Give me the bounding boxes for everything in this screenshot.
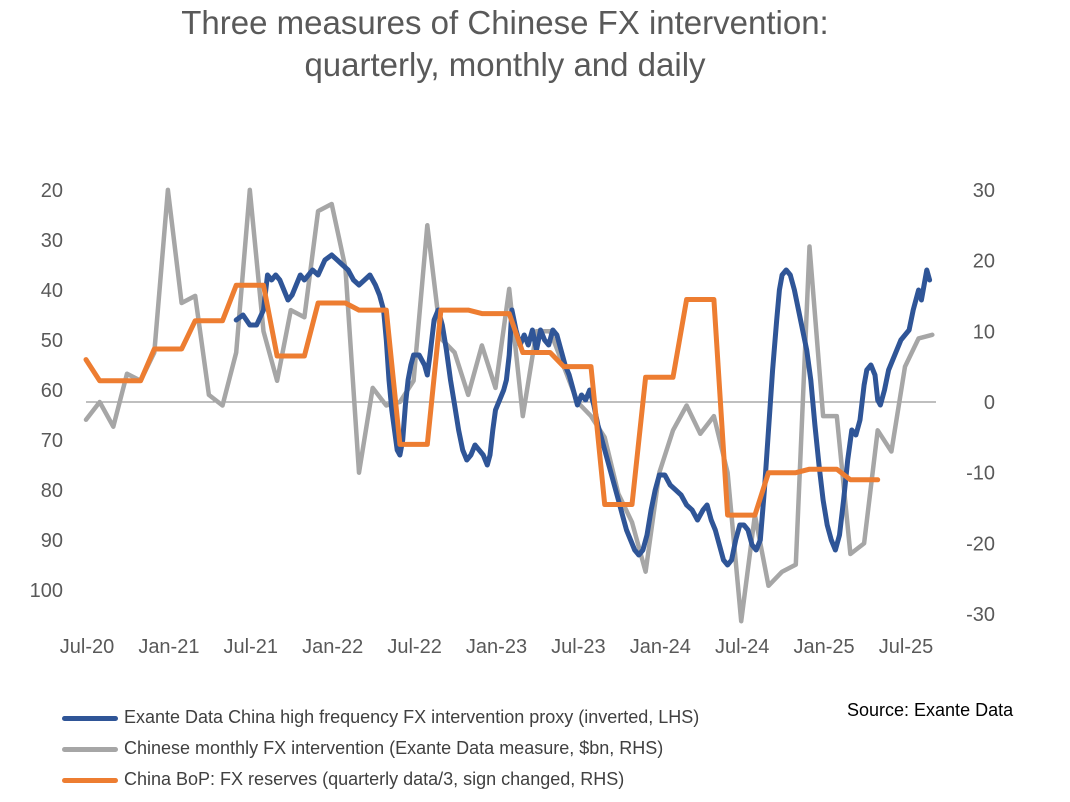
legend-item-monthly: Chinese monthly FX intervention (Exante … bbox=[62, 735, 699, 766]
series-line-hf-proxy bbox=[233, 252, 933, 568]
left-tick-label: 20 bbox=[41, 180, 63, 202]
x-tick-label: Jan-25 bbox=[794, 636, 855, 658]
legend-swatch-bop bbox=[62, 778, 118, 783]
legend-label-monthly: Chinese monthly FX intervention (Exante … bbox=[124, 738, 664, 758]
x-tick-label: Jul-25 bbox=[879, 636, 933, 658]
right-tick-label: -20 bbox=[966, 533, 995, 555]
right-tick-label: 10 bbox=[973, 321, 995, 343]
legend-label-bop: China BoP: FX reserves (quarterly data/3… bbox=[124, 769, 625, 789]
right-tick-label: 0 bbox=[984, 392, 995, 414]
right-tick-label: -30 bbox=[966, 604, 995, 626]
series-line-bop bbox=[83, 282, 881, 518]
chart-legend: Exante Data China high frequency FX inte… bbox=[62, 704, 699, 797]
left-tick-label: 100 bbox=[30, 580, 63, 602]
x-tick-label: Jul-22 bbox=[387, 636, 441, 658]
chart-title-line-1: Three measures of Chinese FX interventio… bbox=[181, 4, 829, 41]
x-tick-label: Jan-22 bbox=[302, 636, 363, 658]
left-tick-label: 60 bbox=[41, 380, 63, 402]
left-tick-label: 90 bbox=[41, 530, 63, 552]
left-tick-label: 30 bbox=[41, 230, 63, 252]
x-tick-label: Jul-21 bbox=[224, 636, 278, 658]
legend-item-bop: China BoP: FX reserves (quarterly data/3… bbox=[62, 766, 699, 797]
left-tick-label: 70 bbox=[41, 430, 63, 452]
x-tick-label: Jan-21 bbox=[138, 636, 199, 658]
x-tick-label: Jul-24 bbox=[715, 636, 769, 658]
right-tick-label: 20 bbox=[973, 251, 995, 273]
legend-swatch-monthly bbox=[62, 747, 118, 752]
series-line-monthly bbox=[83, 187, 935, 624]
x-tick-label: Jul-23 bbox=[551, 636, 605, 658]
x-tick-label: Jan-24 bbox=[630, 636, 691, 658]
legend-swatch-hf-proxy bbox=[62, 716, 118, 721]
right-tick-label: -10 bbox=[966, 463, 995, 485]
chart-title: Three measures of Chinese FX interventio… bbox=[0, 2, 1010, 86]
legend-label-hf-proxy: Exante Data China high frequency FX inte… bbox=[124, 707, 700, 727]
left-tick-label: 40 bbox=[41, 280, 63, 302]
x-tick-label: Jan-23 bbox=[466, 636, 527, 658]
right-tick-label: 30 bbox=[973, 180, 995, 202]
source-note: Source: Exante Data bbox=[847, 700, 1014, 720]
x-tick-label: Jul-20 bbox=[60, 636, 114, 658]
left-tick-label: 80 bbox=[41, 480, 63, 502]
chart-title-line-2: quarterly, monthly and daily bbox=[304, 46, 706, 83]
left-tick-label: 50 bbox=[41, 330, 63, 352]
legend-item-hf-proxy: Exante Data China high frequency FX inte… bbox=[62, 704, 699, 735]
